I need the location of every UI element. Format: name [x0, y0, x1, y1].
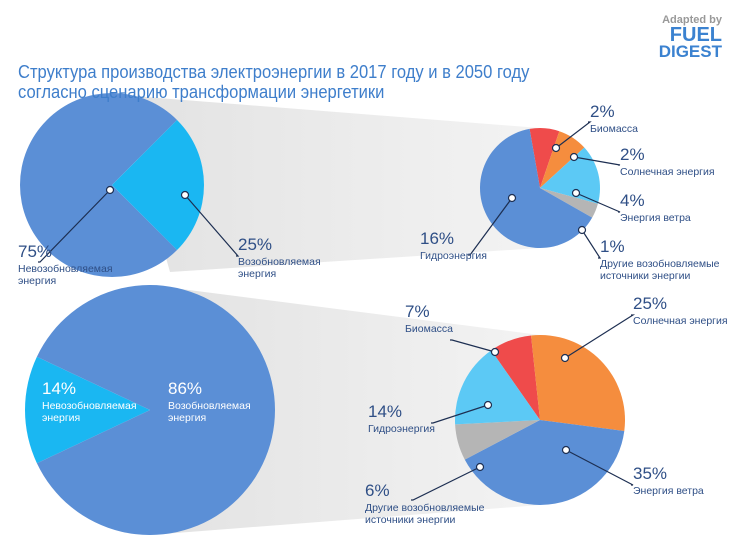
category-label: Другие возобновляемые источники энергии — [600, 258, 720, 282]
category-label: Невозобновляемая энергия — [18, 263, 113, 287]
connector-band — [120, 95, 540, 272]
value-label: 35% — [633, 464, 668, 483]
category-label: Невозобновляемая энергия — [42, 400, 137, 424]
leader-dot — [507, 193, 517, 203]
value-label: 16% — [420, 229, 455, 248]
leader-dot — [490, 347, 500, 357]
category-label: Солнечная энергия — [633, 315, 728, 327]
pie-slice — [455, 420, 540, 460]
logo-text: FUEL — [669, 24, 722, 46]
value-label: 14% — [42, 379, 77, 398]
pie-slice — [480, 128, 593, 248]
category-label: Биомасса — [405, 323, 453, 335]
pie-slice — [540, 147, 600, 204]
leader-line — [564, 314, 636, 359]
logo: Adapted by FUEL DIGEST — [659, 14, 722, 60]
logo-caption: Adapted by — [662, 14, 722, 26]
leader-dot — [577, 225, 587, 235]
value-label: 14% — [368, 402, 403, 421]
leader-line — [573, 156, 621, 166]
leader-dot — [571, 188, 581, 198]
pie-slice — [491, 335, 540, 420]
value-label: 75% — [18, 242, 53, 261]
value-label: 25% — [238, 235, 273, 254]
leader-line — [565, 449, 634, 486]
pie-slice — [464, 420, 625, 505]
leader-dot — [569, 152, 579, 162]
value-label: 2% — [590, 102, 615, 121]
pie-slice — [20, 92, 178, 277]
leader-line — [555, 121, 592, 149]
category-label: Возобновляемая энергия — [168, 400, 251, 424]
leader-line — [468, 197, 513, 256]
pie-slice — [112, 119, 204, 251]
pie-slice — [531, 335, 626, 431]
leader-line — [184, 194, 240, 257]
leader-dot — [560, 353, 570, 363]
pie-slice — [540, 131, 585, 188]
leader-dot — [551, 143, 561, 153]
pie-slice — [24, 356, 150, 464]
category-label: Другие возобновляемые источники энергии — [365, 502, 485, 526]
leader-line — [431, 404, 489, 424]
logo-text: DIGEST — [658, 42, 722, 61]
leader-dot — [561, 445, 571, 455]
category-label: Энергия ветра — [633, 485, 704, 497]
value-label: 86% — [168, 379, 203, 398]
pie-slice — [540, 188, 598, 218]
leader-line — [411, 466, 481, 501]
leader-line — [38, 189, 111, 263]
category-label: Биомасса — [590, 123, 638, 135]
leader-dot — [105, 185, 115, 195]
category-label: Солнечная энергия — [620, 166, 715, 178]
leader-dot — [483, 400, 493, 410]
value-label: 1% — [600, 237, 625, 256]
value-label: 2% — [620, 145, 645, 164]
category-label: Гидроэнергия — [368, 423, 435, 435]
pie-slice — [455, 350, 540, 425]
category-label: Гидроэнергия — [420, 250, 487, 262]
leader-line — [450, 339, 496, 353]
pie-slice — [529, 128, 560, 188]
leader-dot — [180, 190, 190, 200]
leader-line — [575, 192, 621, 213]
category-label: Возобновляемая энергия — [238, 256, 321, 280]
leader-dot — [475, 462, 485, 472]
value-label: 6% — [365, 481, 390, 500]
title: Структура производства электроэнергии в … — [18, 62, 530, 102]
category-label: Энергия ветра — [620, 212, 691, 224]
pie-slice — [36, 285, 275, 535]
value-label: 4% — [620, 191, 645, 210]
leader-line — [581, 229, 602, 259]
value-label: 25% — [633, 294, 668, 313]
value-label: 7% — [405, 302, 430, 321]
